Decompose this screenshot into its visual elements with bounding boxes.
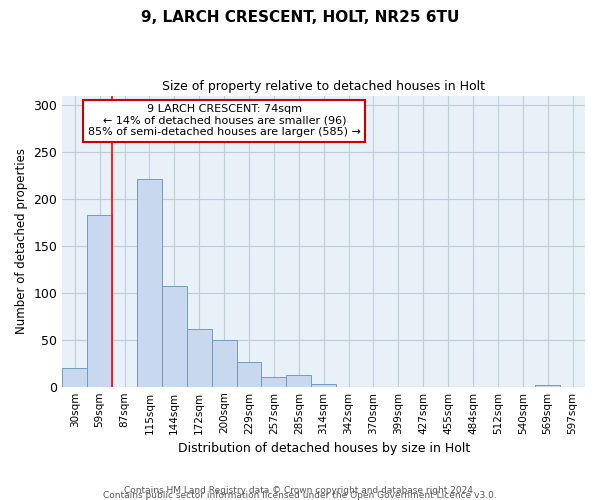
Text: 9 LARCH CRESCENT: 74sqm
← 14% of detached houses are smaller (96)
85% of semi-de: 9 LARCH CRESCENT: 74sqm ← 14% of detache… xyxy=(88,104,361,138)
Bar xyxy=(236,362,262,386)
Title: Size of property relative to detached houses in Holt: Size of property relative to detached ho… xyxy=(162,80,485,93)
Bar xyxy=(212,340,236,386)
Text: Contains HM Land Registry data © Crown copyright and database right 2024.: Contains HM Land Registry data © Crown c… xyxy=(124,486,476,495)
Y-axis label: Number of detached properties: Number of detached properties xyxy=(15,148,28,334)
X-axis label: Distribution of detached houses by size in Holt: Distribution of detached houses by size … xyxy=(178,442,470,455)
Bar xyxy=(137,179,162,386)
Bar xyxy=(286,376,311,386)
Bar xyxy=(535,385,560,386)
Bar xyxy=(162,286,187,386)
Bar xyxy=(87,215,112,386)
Text: 9, LARCH CRESCENT, HOLT, NR25 6TU: 9, LARCH CRESCENT, HOLT, NR25 6TU xyxy=(141,10,459,25)
Bar xyxy=(262,378,286,386)
Bar xyxy=(311,384,336,386)
Bar xyxy=(187,330,212,386)
Bar xyxy=(62,368,87,386)
Text: Contains public sector information licensed under the Open Government Licence v3: Contains public sector information licen… xyxy=(103,491,497,500)
